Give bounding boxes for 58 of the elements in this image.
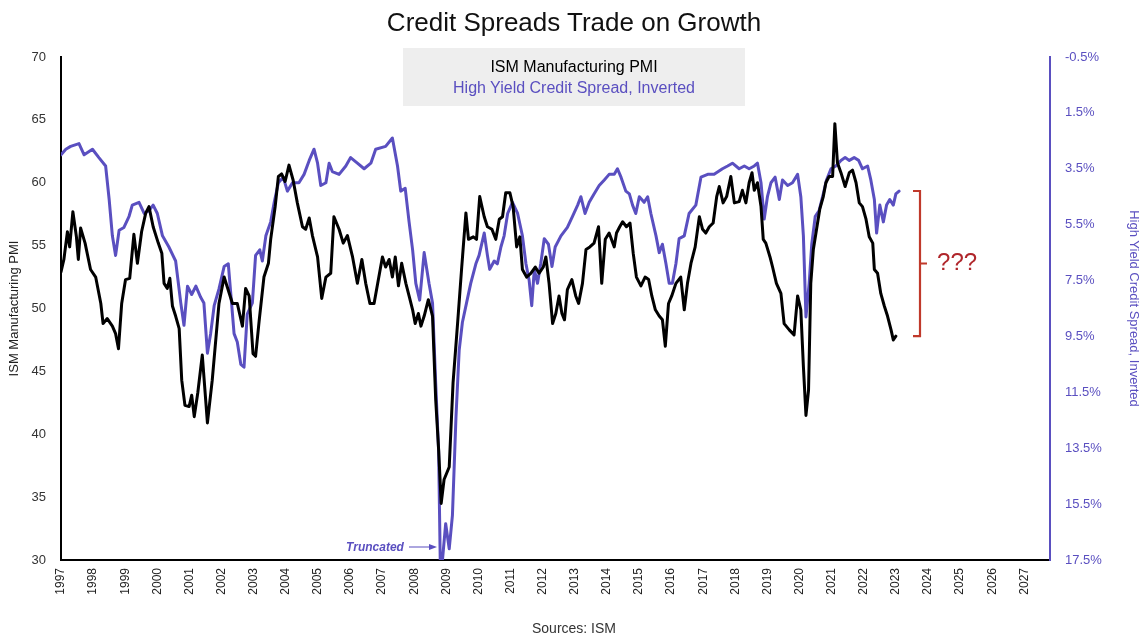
x-tick-label: 2010 [470, 567, 485, 595]
y-tick-label: 40 [31, 425, 46, 441]
y2-tick-label: 5.5% [1065, 216, 1096, 232]
x-tick-label: 1999 [117, 567, 132, 595]
chart-title: Credit Spreads Trade on Growth [386, 6, 762, 37]
y-tick-label: 60 [31, 174, 46, 190]
y2-axis-title: High Yield Credit Spread, Inverted [1126, 210, 1142, 407]
y2-tick-label: 7.5% [1065, 272, 1096, 288]
x-tick-label: 1997 [53, 567, 68, 595]
x-tick-label: 2018 [727, 567, 742, 595]
y2-tick-label: 13.5% [1065, 439, 1103, 455]
x-tick-label: 2027 [1016, 567, 1031, 595]
text: High Yield Credit Spread, Inverted [453, 78, 695, 98]
x-tick-label: 2011 [502, 567, 517, 594]
x-tick-label: 2021 [823, 567, 838, 595]
annotation: Truncated [346, 539, 405, 554]
x-tick-label: 2001 [181, 567, 196, 595]
x-tick-label: 2022 [856, 567, 871, 595]
y-tick-label: 30 [31, 551, 46, 567]
y2-tick-label: 15.5% [1065, 495, 1103, 511]
y-tick-label: 55 [31, 237, 46, 253]
source-note: Sources: ISM [531, 619, 617, 636]
x-tick-label: 2015 [631, 567, 646, 595]
y-axis-title: ISM Manufacturing PMI [6, 240, 22, 377]
x-tick-label: 2024 [920, 567, 935, 595]
annotation: ??? [937, 248, 978, 276]
x-tick-label: 2025 [952, 567, 967, 595]
x-tick-label: 2007 [374, 567, 389, 595]
y2-tick-label: 1.5% [1065, 104, 1096, 120]
y2-tick-label: 17.5% [1065, 551, 1103, 567]
x-tick-label: 2020 [791, 567, 806, 595]
x-tick-label: 2012 [534, 567, 549, 595]
x-tick-label: 2017 [695, 567, 710, 595]
y-tick-label: 35 [31, 488, 46, 504]
y-tick-label: 50 [31, 300, 46, 316]
x-tick-label: 2019 [759, 567, 774, 595]
y2-tick-label: 11.5% [1065, 383, 1102, 399]
x-tick-label: 2005 [310, 567, 325, 595]
y2-tick-label: 3.5% [1065, 160, 1096, 176]
x-tick-label: 2023 [888, 567, 903, 595]
y-tick-label: 65 [31, 111, 46, 127]
text: ISM Manufacturing PMI [489, 57, 659, 77]
x-tick-label: 2003 [245, 567, 260, 595]
x-tick-label: 2002 [213, 567, 228, 595]
x-tick-label: 2006 [342, 567, 357, 595]
y2-tick-label: -0.5% [1065, 48, 1100, 64]
y2-tick-label: 9.5% [1065, 328, 1096, 344]
x-tick-label: 2026 [984, 567, 999, 595]
y-tick-label: 45 [31, 362, 46, 378]
y-tick-label: 70 [31, 48, 46, 64]
x-tick-label: 2016 [663, 567, 678, 595]
x-tick-label: 2008 [406, 567, 421, 595]
x-tick-label: 2000 [149, 567, 164, 595]
x-tick-label: 2013 [567, 567, 582, 595]
x-tick-label: 2009 [438, 567, 453, 595]
x-tick-label: 1998 [85, 567, 100, 595]
x-tick-label: 2014 [599, 567, 614, 595]
x-tick-label: 2004 [278, 567, 293, 595]
